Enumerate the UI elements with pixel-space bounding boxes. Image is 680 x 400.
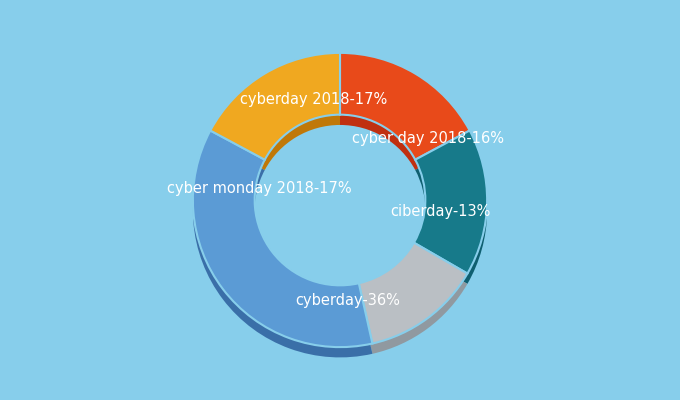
Text: cyberday 2018-17%: cyberday 2018-17% xyxy=(240,92,387,108)
Wedge shape xyxy=(414,141,487,284)
Text: cyberday-36%: cyberday-36% xyxy=(295,292,400,308)
Wedge shape xyxy=(210,63,340,170)
Text: ciberday-13%: ciberday-13% xyxy=(390,204,490,219)
Wedge shape xyxy=(414,130,487,274)
Text: cyber day 2018-16%: cyber day 2018-16% xyxy=(352,131,505,146)
Wedge shape xyxy=(359,253,467,354)
Wedge shape xyxy=(193,130,373,347)
Wedge shape xyxy=(193,141,373,358)
Text: cyber monday 2018-17%: cyber monday 2018-17% xyxy=(167,181,352,196)
Wedge shape xyxy=(210,53,340,160)
Wedge shape xyxy=(340,63,470,170)
Wedge shape xyxy=(359,243,467,344)
Wedge shape xyxy=(340,53,470,160)
